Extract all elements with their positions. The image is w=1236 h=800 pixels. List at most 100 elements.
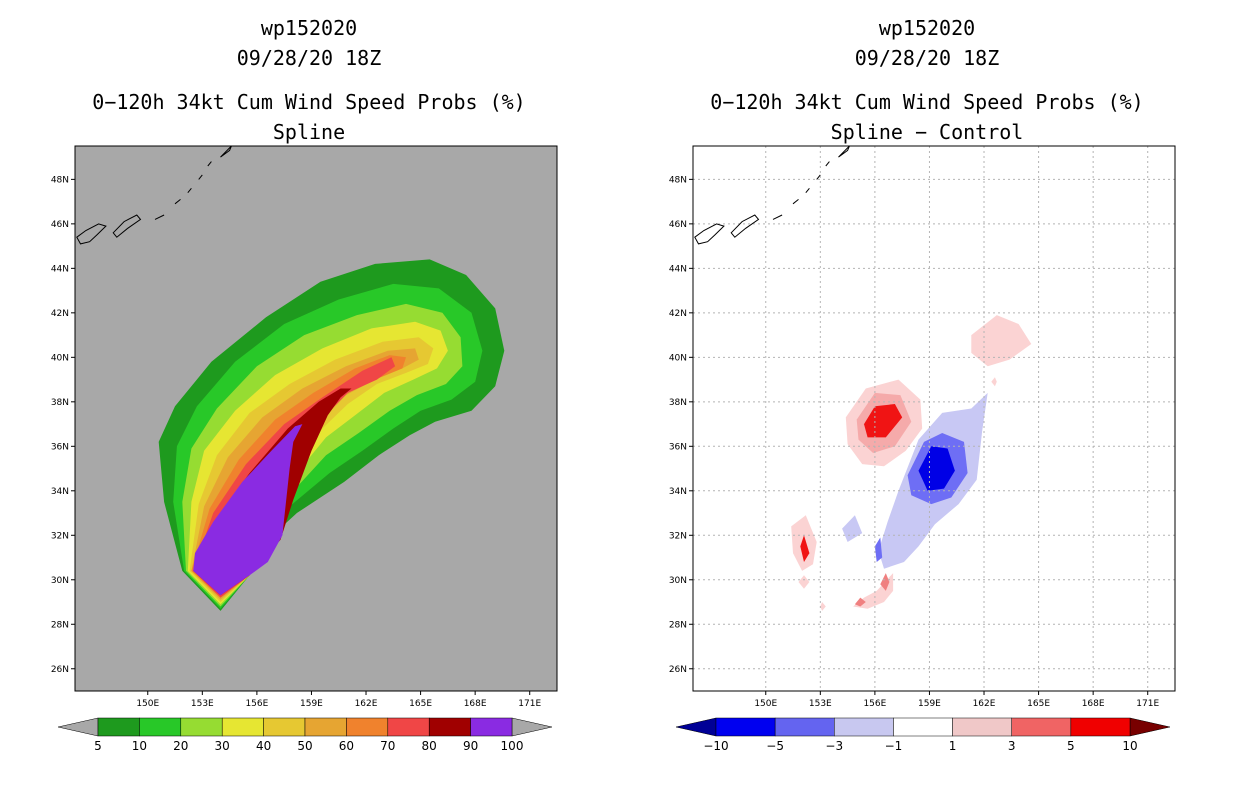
y-tick-label: 48N [51,175,69,185]
colorbar-label: 3 [1008,739,1016,753]
right-title-method: Spline − Control [830,120,1024,144]
left-title-storm: wp152020 [260,16,358,40]
colorbar-swatch [221,717,264,737]
y-tick-label: 30N [51,576,69,586]
coastline-island [187,187,192,194]
contour-fill-1 [798,575,810,589]
contour-fill-1 [853,573,894,609]
colorbar-arrow-high [1129,717,1171,737]
x-tick-label: 165E [1027,699,1050,709]
y-tick-label: 38N [669,398,687,408]
colorbar-arrow-high [511,717,553,737]
x-tick-label: 162E [355,699,378,709]
colorbar-swatch [715,717,776,737]
coastline-island [816,174,821,180]
colorbar-swatch [834,717,894,737]
y-tick-label: 46N [669,220,687,230]
colorbar-label: 10 [132,739,147,753]
x-tick-label: 168E [464,699,487,709]
coastline-island [825,161,830,167]
x-tick-label: 168E [1082,699,1105,709]
coastline-island [838,146,850,158]
contour-fill-5 [800,535,810,562]
colorbar-swatch [180,717,223,737]
left-title-date: 09/28/20 18Z [236,46,382,70]
colorbar-label: 70 [380,739,395,753]
plot-frame [692,145,1176,692]
right-title-product: 0−120h 34kt Cum Wind Speed Probs (%) [710,90,1144,114]
y-tick-label: 34N [669,487,687,497]
plot-area [693,146,1175,691]
contour-fill--5 [918,446,955,491]
contour-fill-1 [820,602,826,611]
y-tick-label: 44N [51,264,69,274]
colorbar-label: 100 [501,739,524,753]
colorbar-swatch [428,717,471,737]
colorbar-swatch [97,717,140,737]
y-tick-label: 34N [51,487,69,497]
colorbar-swatch [1011,717,1072,737]
colorbar-label: 20 [173,739,188,753]
y-tick-label: 36N [669,442,687,452]
x-tick-label: 159E [300,699,323,709]
contour-fill--3 [874,537,883,562]
y-tick-label: 42N [51,309,69,319]
coastline-island [805,187,810,194]
colorbar-label: 10 [1122,739,1137,753]
x-tick-label: 171E [1136,699,1159,709]
y-tick-label: 44N [669,264,687,274]
colorbar-arrow-low [675,717,717,737]
colorbar-label: −10 [703,739,728,753]
colorbar-swatch [139,717,182,737]
right-title-date: 09/28/20 18Z [854,46,1000,70]
contour-fill-90 [193,424,303,596]
coastline-island [154,214,165,220]
colorbar-label: 40 [256,739,271,753]
y-tick-label: 28N [51,620,69,630]
coastline-island [174,199,181,205]
colorbar-label: −1 [885,739,903,753]
y-tick-label: 46N [51,220,69,230]
y-tick-label: 40N [669,353,687,363]
left-map-chart: 26N 28N 30N 32N 34N 36N 38N 40N 42N 44N 46N 48N 150E… [51,145,558,753]
colorbar-swatch [387,717,430,737]
colorbar-label: 90 [463,739,478,753]
left-title-method: Spline [272,120,346,144]
colorbar-label: −3 [825,739,843,753]
x-tick-label: 162E [973,699,996,709]
colorbar-swatch [893,717,953,737]
coastline-island [694,223,725,245]
x-tick-label: 165E [409,699,432,709]
right-title-storm: wp152020 [878,16,976,40]
colorbar-label: 5 [94,739,102,753]
plot-area-background [693,146,1175,691]
colorbar-label: 5 [1067,739,1075,753]
colorbar-label: 50 [297,739,312,753]
x-tick-label: 153E [191,699,214,709]
x-tick-label: 171E [518,699,541,709]
y-tick-label: 26N [669,665,687,675]
y-tick-label: 36N [51,442,69,452]
y-tick-label: 28N [669,620,687,630]
colorbar-swatch [952,717,1012,737]
y-tick-label: 26N [51,665,69,675]
plot-frame [74,145,558,692]
x-tick-label: 159E [918,699,941,709]
x-tick-label: 150E [754,699,777,709]
contour-fill-1 [991,377,997,387]
colorbar-label: −5 [766,739,784,753]
right-panel: wp152020 09/28/20 18Z 0−120h 34kt Cum Wi… [618,0,1236,800]
colorbar-swatch [263,717,306,737]
y-tick-label: 32N [51,531,69,541]
contour-fill-5 [864,404,903,438]
plot-area [76,146,505,611]
colorbar-swatch [470,717,513,737]
y-tick-label: 30N [669,576,687,586]
colorbar-label: 30 [215,739,230,753]
x-tick-label: 153E [809,699,832,709]
x-tick-label: 156E [245,699,268,709]
colorbar-arrow-low [57,717,99,737]
colorbar-label: 80 [422,739,437,753]
contour-fill-1 [971,315,1032,367]
coastline-island [112,214,142,238]
